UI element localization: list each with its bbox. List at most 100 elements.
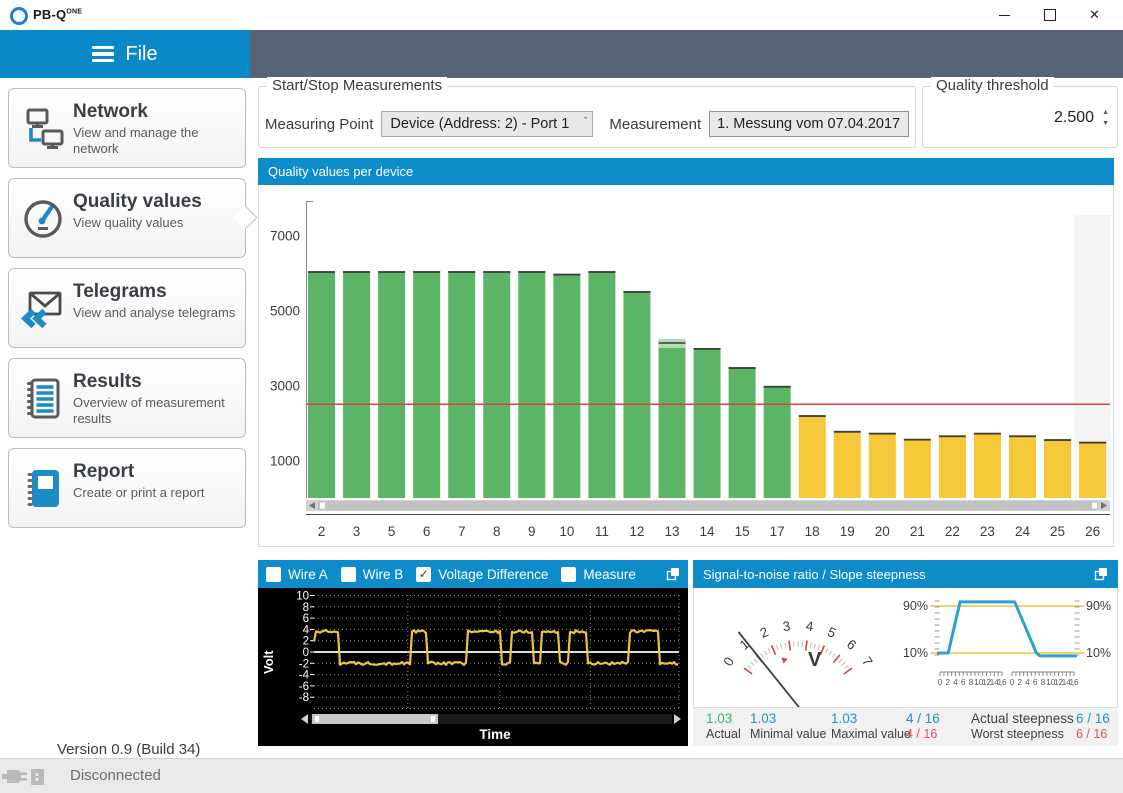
bar-7[interactable]	[448, 271, 476, 498]
popout-icon[interactable]	[666, 567, 680, 581]
bar-17[interactable]	[763, 385, 791, 498]
bar-10[interactable]	[553, 273, 581, 498]
bar-18[interactable]	[798, 415, 826, 498]
bar-2[interactable]	[308, 271, 335, 498]
stat-actual: 1.03 Actual	[706, 711, 741, 741]
scroll-right-arrow[interactable]	[674, 714, 681, 724]
scroll-thumb[interactable]	[312, 714, 438, 724]
scroll-left-arrow[interactable]	[309, 502, 315, 509]
svg-text:12: 12	[1054, 678, 1063, 687]
bar-25[interactable]	[1044, 439, 1072, 498]
svg-text:10: 10	[296, 591, 309, 603]
file-menu-button[interactable]: File	[0, 30, 250, 78]
bar-21[interactable]	[903, 438, 931, 498]
svg-text:-2: -2	[299, 658, 309, 670]
stat-steepness-values: 4 / 16 4 / 16	[906, 711, 940, 741]
chart-horizontal-scrollbar[interactable]	[306, 500, 1110, 511]
svg-text:10%: 10%	[1086, 646, 1111, 660]
svg-text:-8: -8	[299, 692, 309, 704]
bar-20[interactable]	[868, 432, 896, 498]
measurement-label: Measurement	[609, 115, 702, 133]
close-button[interactable]: ✕	[1089, 7, 1100, 22]
gauge-unit: V	[808, 649, 822, 671]
svg-text:12: 12	[982, 678, 991, 687]
disconnected-plug-icon	[2, 765, 48, 789]
bar-15[interactable]	[728, 367, 756, 498]
bar-24[interactable]	[1009, 435, 1036, 498]
svg-text:17: 17	[770, 524, 785, 539]
svg-text:8: 8	[493, 524, 501, 539]
bar-14[interactable]	[693, 348, 721, 498]
svg-text:2: 2	[303, 636, 309, 648]
quality-threshold-input[interactable]: 2.500	[1054, 109, 1095, 126]
bar-22[interactable]	[938, 435, 966, 498]
svg-text:90%: 90%	[1086, 599, 1111, 613]
app-header: File	[0, 30, 1123, 78]
svg-text:24: 24	[1015, 524, 1031, 539]
sidebar-item-subtitle: Overview of measurement results	[73, 395, 225, 427]
popout-icon[interactable]	[1094, 567, 1108, 581]
bar-12[interactable]	[623, 291, 651, 498]
measuring-point-dropdown[interactable]: Device (Address: 2) - Port 1 ˇ	[381, 111, 594, 137]
snr-slope-panel: Signal-to-noise ratio / Slope steepness …	[693, 560, 1118, 746]
app-title: PB-QONE	[33, 7, 83, 22]
statusbar: Disconnected	[0, 758, 1123, 793]
svg-text:25: 25	[1050, 524, 1065, 539]
gauge-icon	[19, 195, 67, 243]
measuring-point-value: Device (Address: 2) - Port 1	[390, 116, 570, 132]
bar-11[interactable]	[588, 271, 616, 498]
minimize-button[interactable]	[982, 0, 1027, 30]
chevron-down-icon: ˇ	[583, 116, 588, 128]
bar-26[interactable]	[1079, 441, 1107, 498]
bar-13[interactable]	[658, 348, 686, 498]
quality-threshold-groupbox: Quality threshold 2.500 ▲ ▼	[922, 77, 1118, 148]
spinner-up-button[interactable]: ▲	[1102, 109, 1109, 116]
sidebar-item-quality-values[interactable]: Quality values View quality values	[8, 178, 258, 258]
bar-6[interactable]	[413, 271, 441, 498]
panel-header: Quality values per device	[258, 158, 1114, 185]
sidebar-item-subtitle: Create or print a report	[73, 485, 205, 500]
checkbox-wire-a[interactable]: Wire A	[266, 566, 328, 582]
scroll-right-arrow[interactable]	[1101, 502, 1107, 509]
stat-worst-steepness-values: 6 / 16 6 / 16	[1076, 711, 1110, 741]
sidebar-item-results[interactable]: Results Overview of measurement results	[8, 358, 246, 438]
svg-text:1000: 1000	[270, 454, 300, 469]
scroll-left-arrow[interactable]	[301, 714, 308, 724]
sidebar-item-report[interactable]: Report Create or print a report	[8, 448, 246, 528]
svg-text:14: 14	[990, 678, 999, 687]
svg-text:3: 3	[353, 524, 361, 539]
checkbox-wire-b[interactable]: Wire B	[340, 566, 403, 582]
titlebar: PB-QONE ✕	[0, 0, 1123, 30]
bar-8[interactable]	[483, 271, 511, 498]
maximize-button[interactable]	[1027, 0, 1072, 30]
bar-23[interactable]	[973, 432, 1001, 498]
stat-steepness-labels: Actual steepness Worst steepness	[971, 711, 1074, 741]
scope-horizontal-scrollbar[interactable]	[301, 714, 681, 724]
svg-text:8: 8	[303, 602, 309, 614]
gauge-marker	[781, 657, 788, 664]
sidebar-item-subtitle: View and analyse telegrams	[73, 305, 236, 320]
measuring-point-label: Measuring Point	[265, 115, 374, 133]
sidebar-item-telegrams[interactable]: Telegrams View and analyse telegrams	[8, 268, 246, 348]
maximize-icon	[1043, 9, 1056, 21]
bar-3[interactable]	[343, 271, 371, 498]
checkbox-measure[interactable]: Measure	[561, 566, 636, 582]
svg-text:4: 4	[953, 678, 958, 687]
checkbox-voltage-difference[interactable]: ✓ Voltage Difference	[416, 566, 548, 582]
scroll-thumb[interactable]	[318, 501, 1098, 510]
svg-text:6: 6	[423, 524, 431, 539]
checkbox-box	[561, 566, 577, 582]
bar-5[interactable]	[378, 271, 406, 498]
telegrams-icon	[19, 285, 67, 333]
svg-text:10: 10	[974, 678, 983, 687]
svg-text:14: 14	[700, 524, 716, 539]
sidebar-item-network[interactable]: Network View and manage the network	[8, 88, 246, 168]
spinner-down-button[interactable]: ▼	[1102, 120, 1109, 127]
bar-19[interactable]	[833, 430, 861, 498]
bar-9[interactable]	[518, 271, 546, 498]
measurement-input[interactable]: 1. Messung vom 07.04.2017	[709, 111, 910, 137]
svg-text:7000: 7000	[270, 229, 300, 244]
checkbox-box: ✓	[416, 566, 432, 582]
